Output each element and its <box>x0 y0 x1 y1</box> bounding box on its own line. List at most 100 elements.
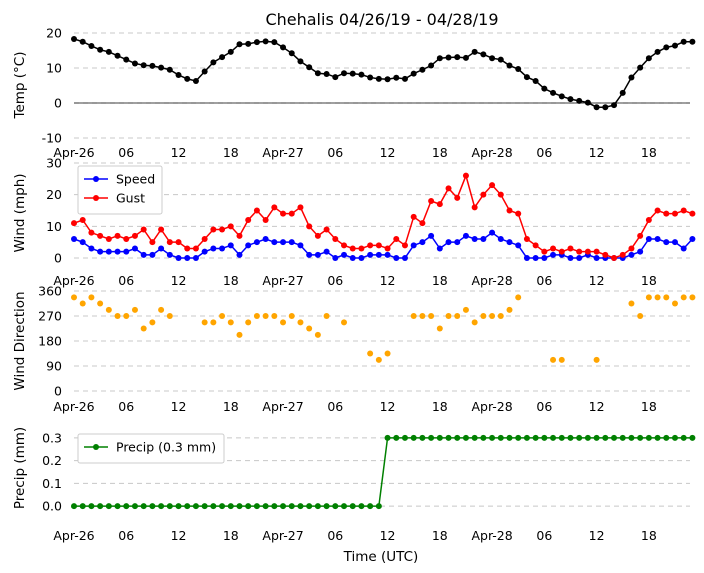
data-point <box>663 44 670 51</box>
data-point <box>393 236 400 242</box>
data-point <box>192 503 199 510</box>
data-point <box>506 62 513 69</box>
data-point <box>253 239 260 246</box>
data-point <box>506 434 513 441</box>
series-line <box>73 173 693 259</box>
y-tick-label: 0 <box>54 384 62 399</box>
x-tick-label: 12 <box>171 273 187 288</box>
data-point <box>663 210 670 217</box>
data-point <box>611 255 618 261</box>
legend-box <box>77 433 225 464</box>
y-tick-label: 0.3 <box>42 430 62 445</box>
data-point <box>245 40 252 47</box>
data-point <box>550 356 557 363</box>
data-point <box>671 434 678 441</box>
x-tick-label: 18 <box>432 399 448 414</box>
data-point <box>558 434 565 441</box>
data-point <box>201 319 208 326</box>
x-tick-label: 06 <box>118 145 134 160</box>
series-precip-0-3-mm- <box>71 434 696 510</box>
y-tick-label: 30 <box>46 156 62 171</box>
data-point <box>131 503 138 510</box>
data-point <box>210 226 217 233</box>
data-point <box>88 503 95 510</box>
legend-entry: Speed <box>116 172 155 187</box>
data-point <box>550 251 557 258</box>
data-point <box>306 325 313 332</box>
y-axis-label: Temp (°C) <box>12 52 28 120</box>
data-point <box>341 70 348 77</box>
x-tick-label: 18 <box>641 273 657 288</box>
data-point <box>489 55 496 62</box>
data-point <box>506 239 513 246</box>
data-point <box>384 245 391 252</box>
data-point <box>123 236 130 242</box>
data-point <box>445 185 452 192</box>
data-point <box>671 210 678 217</box>
data-point <box>149 62 156 69</box>
data-point <box>306 251 313 258</box>
data-point <box>393 255 400 261</box>
data-point <box>367 251 374 258</box>
data-point <box>123 503 130 510</box>
data-point <box>689 210 696 217</box>
data-point <box>375 75 382 82</box>
x-tick-label: Apr-27 <box>262 528 303 543</box>
data-point <box>71 236 77 242</box>
y-tick-label: 360 <box>38 284 62 299</box>
data-point <box>654 236 661 242</box>
data-point <box>384 251 391 258</box>
data-point <box>332 255 339 261</box>
data-point <box>349 70 356 77</box>
data-point <box>166 66 173 73</box>
data-point <box>349 503 356 510</box>
x-tick-label: 12 <box>171 528 187 543</box>
wind-panel: 0 10 20 30 Wind (mph) Apr-26 06 12 18 Apr-27 06 12 1… <box>12 156 696 288</box>
data-point <box>262 38 269 45</box>
data-point <box>367 503 374 510</box>
data-point <box>166 251 173 258</box>
data-point <box>567 245 574 252</box>
y-tick-label: 10 <box>46 219 62 234</box>
x-tick-label: 18 <box>223 145 239 160</box>
legend-marker <box>93 195 99 201</box>
data-point <box>158 503 165 510</box>
data-point <box>419 313 426 319</box>
data-point <box>628 434 635 441</box>
y-axis-label: Wind Direction <box>12 291 28 390</box>
data-point <box>428 232 435 239</box>
data-point <box>288 503 295 510</box>
data-point <box>619 434 626 441</box>
y-tick-label: 0.2 <box>42 453 62 468</box>
panels: -10 0 10 20 Temp (°C) Apr-26 06 12 18 Apr-27 06 12 1… <box>12 26 696 543</box>
data-point <box>532 242 539 249</box>
legend-marker <box>93 176 99 182</box>
y-tick-label: 20 <box>46 26 62 41</box>
data-point <box>114 52 121 59</box>
data-point <box>671 300 678 307</box>
x-tick-label: 12 <box>589 273 605 288</box>
data-point <box>219 313 226 319</box>
data-point <box>236 331 243 338</box>
data-point <box>271 204 278 211</box>
y-tick-label: 0 <box>54 251 62 266</box>
data-point <box>271 313 278 319</box>
data-point <box>428 198 435 204</box>
data-point <box>219 503 226 510</box>
data-point <box>480 236 487 242</box>
x-tick-label: Apr-28 <box>471 528 512 543</box>
data-point <box>280 44 287 51</box>
data-point <box>123 56 130 63</box>
x-tick-label: 12 <box>589 145 605 160</box>
data-point <box>97 232 104 239</box>
data-point <box>671 42 678 49</box>
data-point <box>550 245 557 252</box>
data-point <box>297 204 304 211</box>
data-point <box>332 236 339 242</box>
precipitation-panel: 0.0 0.1 0.2 0.3 Precip (mm) Apr-26 06 12 18 Apr-2… <box>12 427 696 543</box>
data-point <box>375 242 382 249</box>
data-point <box>593 248 600 255</box>
data-point <box>471 236 478 242</box>
data-point <box>79 38 86 45</box>
